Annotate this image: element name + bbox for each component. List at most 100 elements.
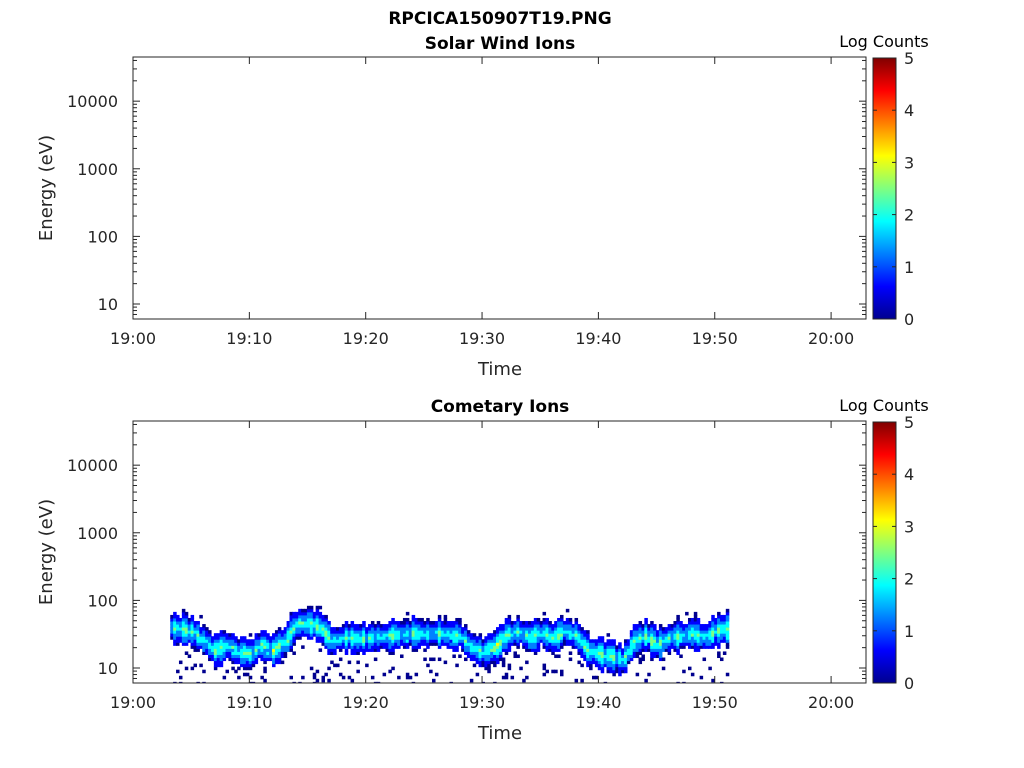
spectrogram-cell — [478, 657, 483, 662]
spectrogram-cell — [580, 639, 584, 643]
spectrogram-cell — [594, 675, 599, 680]
spectrogram-cell — [493, 651, 497, 655]
spectrogram-cell — [714, 630, 718, 634]
spectrogram-cell — [327, 642, 331, 646]
spectrogram-cell — [696, 630, 701, 634]
spectrogram-cell — [190, 633, 195, 637]
spectrogram-cell — [370, 636, 375, 640]
spectrogram-cell — [498, 636, 503, 640]
spectrogram-cell — [699, 642, 704, 646]
spectrogram-cell — [603, 654, 608, 659]
spectrogram-cell — [405, 639, 410, 643]
spectrogram-cell — [580, 630, 584, 634]
spectrogram-cell — [536, 630, 541, 634]
spectrogram-cell — [216, 657, 221, 662]
spectrogram-cell — [440, 630, 445, 634]
spectrogram-cell — [231, 639, 235, 643]
spectrogram-cell — [277, 648, 282, 652]
spectrogram-cell — [385, 630, 389, 634]
spectrogram-cell — [304, 617, 308, 622]
spectrogram-cell — [429, 639, 433, 643]
spectrogram-cell — [670, 636, 675, 640]
spectrogram-cell — [423, 630, 427, 634]
spectrogram-cell — [676, 681, 680, 683]
spectrogram-cell — [181, 608, 186, 613]
spectrogram-cell — [685, 630, 689, 634]
spectrogram-cell — [705, 633, 709, 637]
spectrogram-cell — [554, 648, 558, 652]
spectrogram-cell — [714, 639, 718, 643]
spectrogram-cell — [242, 639, 247, 643]
spectrogram-cell — [234, 669, 238, 674]
spectrogram-cell — [402, 645, 407, 649]
spectrogram-cell — [466, 633, 471, 637]
spectrogram-cell — [647, 636, 651, 640]
spectrogram-cell — [530, 639, 535, 643]
spectrogram-cell — [469, 642, 474, 646]
spectrogram-cell — [370, 639, 375, 643]
spectrogram-cell — [443, 617, 448, 622]
spectrogram-cell — [231, 666, 235, 671]
spectrogram-cell — [292, 627, 296, 631]
spectrogram-cell — [330, 645, 334, 649]
spectrogram-cell — [437, 614, 442, 619]
spectrogram-cell — [269, 657, 273, 662]
spectrogram-cell — [208, 657, 212, 662]
spectrogram-cell — [350, 627, 355, 631]
spectrogram-cell — [199, 639, 203, 643]
colorbar-tick-label: 4 — [904, 101, 914, 120]
spectrogram-cell — [496, 654, 500, 659]
spectrogram-cell — [693, 627, 698, 631]
spectrogram-cell — [434, 642, 439, 646]
spectrogram-cell — [277, 633, 282, 637]
spectrogram-cell — [234, 660, 238, 665]
spectrogram-cell — [417, 621, 421, 625]
spectrogram-cell — [452, 633, 456, 637]
spectrogram-cell — [257, 654, 261, 659]
spectrogram-cell — [260, 642, 264, 646]
spectrogram-cell — [216, 636, 221, 640]
spectrogram-cell — [725, 642, 730, 646]
spectrogram-cell — [682, 645, 686, 649]
spectrogram-cell — [277, 636, 282, 640]
spectrogram-cell — [600, 666, 605, 671]
spectrogram-cell — [391, 639, 395, 643]
spectrogram-cell — [312, 681, 317, 683]
spectrogram-cell — [417, 636, 421, 640]
spectrogram-cell — [388, 642, 392, 646]
spectrogram-cell — [693, 611, 698, 616]
spectrogram-cell — [490, 645, 494, 649]
spectrogram-cell — [676, 614, 680, 619]
spectrogram-cell — [245, 672, 250, 677]
spectrogram-cell — [551, 627, 555, 631]
spectrogram-cell — [321, 633, 325, 637]
spectrogram-cell — [696, 633, 701, 637]
spectrogram-cell — [722, 630, 727, 634]
spectrogram-cell — [536, 648, 541, 652]
spectrogram-cell — [554, 630, 558, 634]
spectrogram-cell — [516, 627, 520, 631]
spectrogram-cell — [507, 614, 512, 619]
spectrogram-cell — [397, 624, 401, 628]
spectrogram-cell — [510, 675, 515, 680]
spectrogram-cell — [461, 648, 465, 652]
spectrogram-cell — [289, 633, 293, 637]
spectrogram-cell — [490, 651, 494, 655]
spectrogram-cell — [420, 630, 424, 634]
x-axis: 19:00 19:10 19:20 19:30 19:40 19:50 20:00 — [110, 421, 854, 712]
spectrogram-cell — [513, 639, 517, 643]
spectrogram-cell — [408, 642, 413, 646]
spectrogram-cell — [443, 630, 448, 634]
spectrogram-cell — [641, 642, 645, 646]
spectrogram-cell — [711, 624, 715, 628]
spectrogram-cell — [373, 639, 378, 643]
spectrogram-cell — [676, 642, 680, 646]
spectrogram-cell — [687, 627, 692, 631]
spectrogram-cell — [446, 633, 451, 637]
spectrogram-cell — [437, 624, 442, 628]
spectrogram-cell — [562, 627, 567, 631]
spectrogram-cell — [277, 630, 282, 634]
spectrogram-cell — [400, 627, 404, 631]
spectrogram-cell — [510, 642, 515, 646]
spectrogram-cell — [344, 624, 349, 628]
